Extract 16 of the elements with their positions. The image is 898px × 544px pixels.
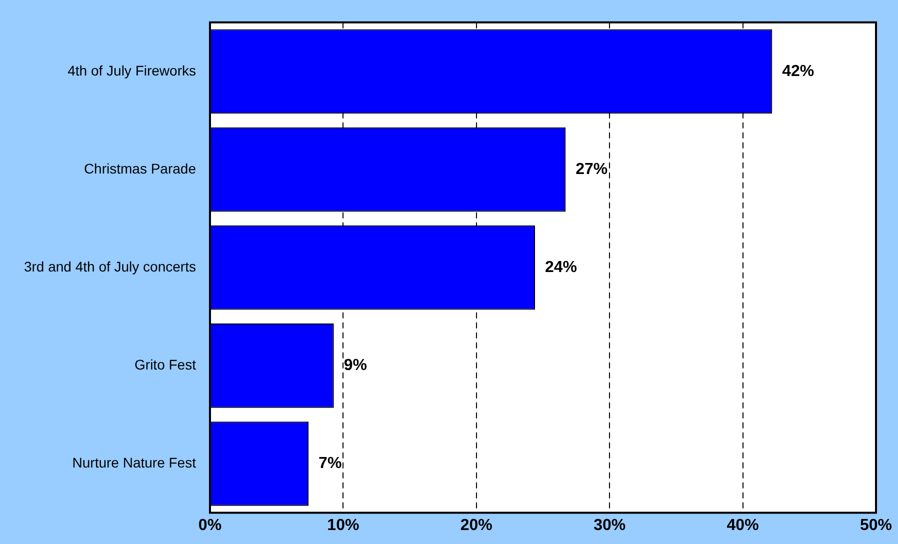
x-tick-label: 40% — [726, 516, 759, 534]
x-tick-label: 0% — [198, 516, 222, 534]
data-label: 24% — [545, 259, 578, 276]
data-label: 27% — [576, 160, 608, 178]
x-tick-label: 20% — [460, 516, 492, 534]
data-label: 7% — [318, 455, 342, 472]
x-tick-label: 10% — [327, 516, 360, 534]
y-tick-label: Grito Fest — [134, 356, 196, 373]
y-tick-label: 4th of July Fireworks — [68, 62, 196, 78]
y-tick-label: Christmas Parade — [84, 160, 196, 176]
y-tick-label: 3rd and 4th of July concerts — [24, 258, 196, 274]
x-tick-label: 50% — [860, 516, 892, 534]
y-tick-label: Nurture Nature Fest — [72, 454, 196, 471]
data-label: 9% — [344, 357, 367, 374]
data-label: 42% — [782, 62, 814, 80]
x-tick-label: 30% — [594, 516, 626, 534]
